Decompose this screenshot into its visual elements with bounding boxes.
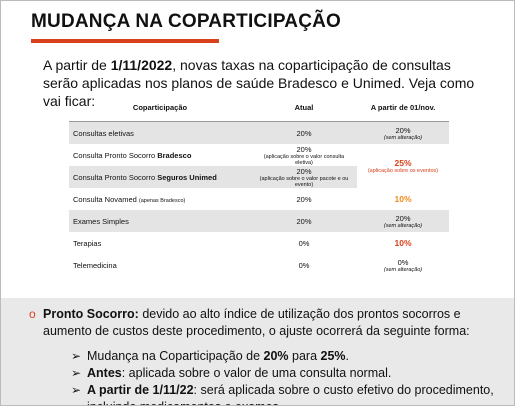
header-cell: Coparticipação <box>69 94 251 122</box>
title-underline <box>31 39 219 43</box>
note-section: o Pronto Socorro: devido ao alto índice … <box>1 298 514 405</box>
header-row: Coparticipação Atual A partir de 01/nov. <box>69 94 449 122</box>
current-cell: 20% <box>251 210 357 232</box>
intro-text: A partir de <box>43 57 111 73</box>
arrow-icon: ➢ <box>71 349 82 363</box>
text: A partir de 1/11/22 <box>87 383 194 397</box>
note-lead: Pronto Socorro: devido ao alto índice de… <box>43 306 493 340</box>
item-text: Consulta Pronto Socorro <box>73 172 158 182</box>
value: 0% <box>397 257 409 267</box>
current-cell: 0% <box>298 238 310 248</box>
note-title: Pronto Socorro: <box>43 307 139 321</box>
new-cell: 20% (sem alteração) <box>357 210 449 232</box>
row: Terapias 0% 10% <box>69 232 449 254</box>
value: 20% <box>296 144 312 154</box>
remark: (sem alteração) <box>383 266 423 273</box>
arrow-icon: ➢ <box>71 383 82 397</box>
row: Consulta Pronto Socorro Seguros Unimed 2… <box>69 166 449 188</box>
title: MUDANÇA NA COPARTICIPAÇÃO <box>31 11 342 32</box>
text: 20% <box>263 349 289 363</box>
remark: (aplicação sobre o valor consulta eletiv… <box>263 153 345 166</box>
value: 20% <box>296 166 312 176</box>
item-operator: Seguros Unimed <box>157 172 217 182</box>
current-cell: 20% <box>296 194 312 204</box>
row: Exames Simples 20% 20% (sem alteração) <box>69 210 449 232</box>
remark: (sem alteração) <box>383 134 423 141</box>
current-cell: 0% <box>298 260 310 270</box>
header-cell: A partir de 01/nov. <box>357 94 449 122</box>
new-cell: 10% <box>394 194 412 204</box>
new-cell: 10% <box>394 238 412 248</box>
note-item: Mudança na Coparticipação de 20% para 25… <box>87 348 497 365</box>
value: 20% <box>395 125 411 135</box>
arrow-icon: ➢ <box>71 366 82 380</box>
item-cell: Consultas eletivas <box>69 121 251 144</box>
intro-text: , novas taxas na coparticipação de consu… <box>43 57 475 109</box>
text: para <box>288 349 321 363</box>
row: Consulta Pronto Socorro Bradesco 20% (apl… <box>69 144 449 175</box>
item-cell: Consulta Pronto Socorro Bradesco <box>69 144 251 166</box>
text: Antes <box>87 366 122 380</box>
current-cell: 20% (aplicação sobre o valor pacote e ou … <box>251 166 357 188</box>
item-operator: Bradesco <box>157 150 192 160</box>
new-cell: 25% (aplicação sobre os eventos) <box>357 144 449 188</box>
value: 20% <box>395 213 411 223</box>
coparticipation-table: Coparticipação Atual A partir de 01/nov.… <box>69 94 449 276</box>
item-cell: Telemedicina <box>73 260 117 270</box>
remark: (aplicação sobre o valor pacote e ou eve… <box>259 175 349 188</box>
item-text: Consulta Pronto Socorro <box>73 150 158 160</box>
text: : será aplicada sobre o custo efetivo do… <box>87 383 494 405</box>
item-cell: Exames Simples <box>69 210 251 232</box>
note-item: A partir de 1/11/22: será aplicada sobre… <box>87 382 497 405</box>
row: Consultas eletivas 20% 20% (sem alteração… <box>69 121 449 144</box>
new-cell: 0% (sem alteração) <box>357 254 449 276</box>
note-text: devido ao alto índice de utilização dos … <box>43 307 470 338</box>
text: Mudança na Coparticipação de <box>87 349 264 363</box>
current-cell: 20% <box>251 121 357 144</box>
text: 25% <box>320 349 346 363</box>
item-cell: Terapias <box>73 238 102 248</box>
intro-date: 1/11/2022 <box>110 57 173 73</box>
item-remark: (apenas Bradesco) <box>138 197 186 204</box>
intro: A partir de 1/11/2022, novas taxas na co… <box>43 56 483 110</box>
note-item: Antes: aplicada sobre o valor de uma con… <box>87 365 497 382</box>
header-cell: Atual <box>251 94 357 122</box>
row: Telemedicina 0% 0% (sem alteração) <box>69 254 449 276</box>
new-cell: 20% (sem alteração) <box>357 121 449 144</box>
remark: (aplicação sobre os eventos) <box>367 168 439 174</box>
row: Consulta Novamed (apenas Bradesco) 20% 1… <box>69 188 449 210</box>
item-text: Consulta Novamed <box>73 194 139 204</box>
current-cell: 20% (aplicação sobre o valor consulta ele… <box>251 144 357 166</box>
item-cell: Consulta Novamed (apenas Bradesco) <box>69 188 251 210</box>
item-cell: Consulta Pronto Socorro Seguros Unimed <box>69 166 251 188</box>
bullet-icon: o <box>29 307 36 321</box>
text: : aplicada sobre o valor de uma consulta… <box>121 366 392 380</box>
text: . <box>345 349 350 363</box>
value: 25% <box>394 158 412 168</box>
remark: (sem alteração) <box>383 222 423 229</box>
